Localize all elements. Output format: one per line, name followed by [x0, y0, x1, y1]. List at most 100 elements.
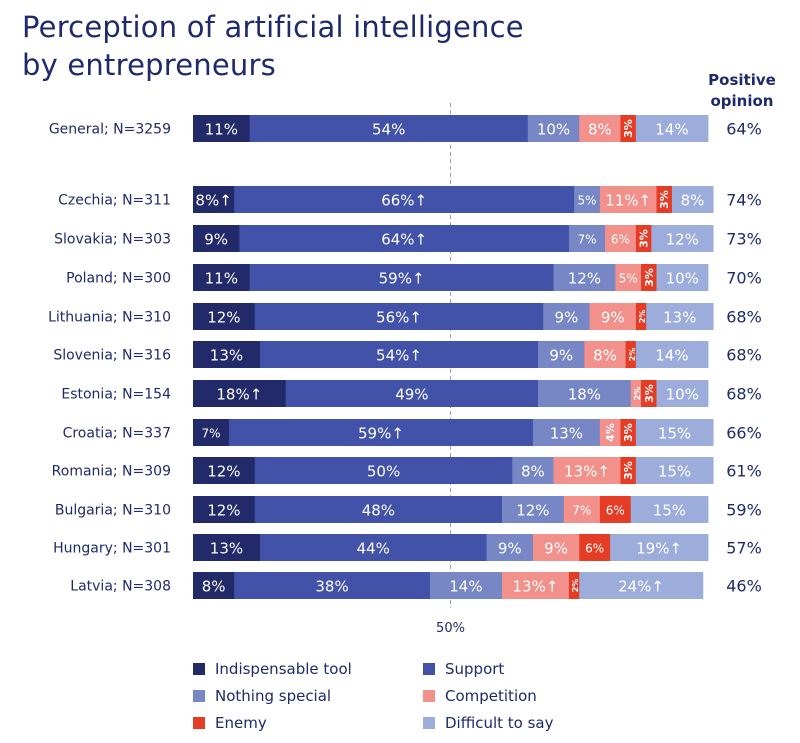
bar-value-label: 2% [571, 579, 580, 593]
bar-value-label: 18%↑ [216, 386, 262, 404]
bar-segment [193, 303, 256, 330]
bar-segment [193, 380, 287, 407]
bar-value-label: 3% [622, 119, 635, 138]
bar-segment [574, 186, 601, 213]
positive-opinion-value: 68% [726, 385, 762, 404]
bar-segment [599, 186, 657, 213]
bar-value-label: 12% [516, 502, 549, 520]
bar-segment [568, 225, 606, 252]
legend-item: Nothing special [193, 687, 331, 705]
bar-value-label: 19%↑ [636, 540, 682, 558]
bar-segment [584, 341, 626, 368]
bar-value-label: 13% [210, 540, 243, 558]
positive-opinion-value: 70% [726, 269, 762, 288]
positive-opinion-value: 68% [726, 346, 762, 365]
positive-opinion-value: 59% [726, 501, 762, 520]
bar-value-label: 6% [585, 542, 604, 556]
bar-segment [512, 457, 554, 484]
bar-segment [249, 264, 554, 291]
bar-segment [543, 303, 590, 330]
bar-value-label: 9% [204, 231, 228, 249]
legend-item: Enemy [193, 714, 267, 732]
bar-value-label: 8% [588, 121, 612, 139]
bar-value-label: 13% [663, 309, 696, 327]
bar-segment [656, 186, 673, 213]
bar-segment [635, 341, 709, 368]
bar-segment [234, 572, 431, 599]
bar-segment [671, 186, 714, 213]
bar-value-label: 13%↑ [564, 463, 610, 481]
positive-opinion-header-line2: opinion [710, 92, 774, 110]
chart-title-line1: Perception of artificial intelligence [22, 10, 524, 44]
bar-value-label: 18% [568, 386, 601, 404]
category-label: General; N=3259 [49, 122, 171, 138]
positive-opinion-header: Positive opinion [700, 70, 784, 112]
bar-value-label: 15% [658, 425, 691, 443]
legend-swatch [423, 690, 435, 702]
bar-segment [579, 115, 621, 142]
bar-segment [193, 496, 256, 523]
bar-segment [193, 264, 251, 291]
category-label: Hungary; N=301 [53, 541, 171, 557]
legend-swatch [193, 690, 205, 702]
bar-value-label: 3% [658, 190, 671, 209]
bar-segment [656, 264, 709, 291]
bar-segment [193, 115, 251, 142]
bar-segment [605, 225, 637, 252]
legend-swatch [193, 663, 205, 675]
bar-segment [254, 457, 513, 484]
bar-segment [579, 534, 611, 561]
chart-title-line2: by entrepreneurs [22, 48, 276, 82]
bar-value-label: 7% [572, 504, 591, 518]
bar-segment [538, 380, 632, 407]
bar-value-label: 7% [202, 427, 221, 441]
bar-segment [193, 186, 235, 213]
bar-value-label: 12% [207, 502, 240, 520]
bar-value-label: 11%↑ [605, 192, 651, 210]
bar-segment [429, 572, 503, 599]
bar-segment [589, 303, 637, 330]
bar-value-label: 48% [362, 502, 395, 520]
bar-value-label: 11% [205, 270, 238, 288]
legend-item: Indispensable tool [193, 660, 352, 678]
chart-title: Perception of artificial intelligence by… [22, 8, 524, 84]
bar-value-label: 14% [655, 121, 688, 139]
bar-value-label: 9% [601, 309, 625, 327]
bar-value-label: 8% [681, 192, 705, 210]
bar-value-label: 5% [619, 272, 638, 286]
bar-value-label: 8%↑ [195, 192, 231, 210]
bar-value-label: 59%↑ [358, 425, 404, 443]
bar-value-label: 56%↑ [376, 309, 422, 327]
bar-segment [641, 380, 657, 407]
bar-value-label: 3% [622, 423, 635, 442]
bar-value-label: 8% [521, 463, 545, 481]
category-label: Slovakia; N=303 [54, 232, 171, 248]
bar-segment [579, 572, 704, 599]
legend-label: Support [445, 660, 505, 678]
bar-value-label: 3% [638, 229, 651, 248]
category-label: Poland; N=300 [66, 271, 171, 287]
reference-line-label: 50% [436, 621, 465, 636]
bar-segment [630, 496, 709, 523]
positive-opinion-value: 64% [726, 120, 762, 139]
positive-opinion-value: 46% [726, 577, 762, 596]
bar-value-label: 66%↑ [381, 192, 427, 210]
bar-value-label: 64%↑ [381, 231, 427, 249]
bar-value-label: 3% [622, 461, 635, 480]
bar-value-label: 14% [449, 578, 482, 596]
bar-segment [599, 419, 621, 446]
bar-segment [615, 264, 642, 291]
bar-value-label: 12% [207, 463, 240, 481]
bar-segment [193, 225, 240, 252]
bar-value-label: 15% [653, 502, 686, 520]
bar-segment [656, 380, 709, 407]
bar-segment [239, 225, 570, 252]
bar-value-label: 12% [568, 270, 601, 288]
bar-segment [620, 457, 637, 484]
bar-segment [553, 264, 616, 291]
bar-segment [620, 115, 637, 142]
bar-value-label: 11% [205, 121, 238, 139]
bar-value-label: 6% [611, 233, 630, 247]
bar-value-label: 59%↑ [379, 270, 425, 288]
bar-segment [635, 225, 652, 252]
